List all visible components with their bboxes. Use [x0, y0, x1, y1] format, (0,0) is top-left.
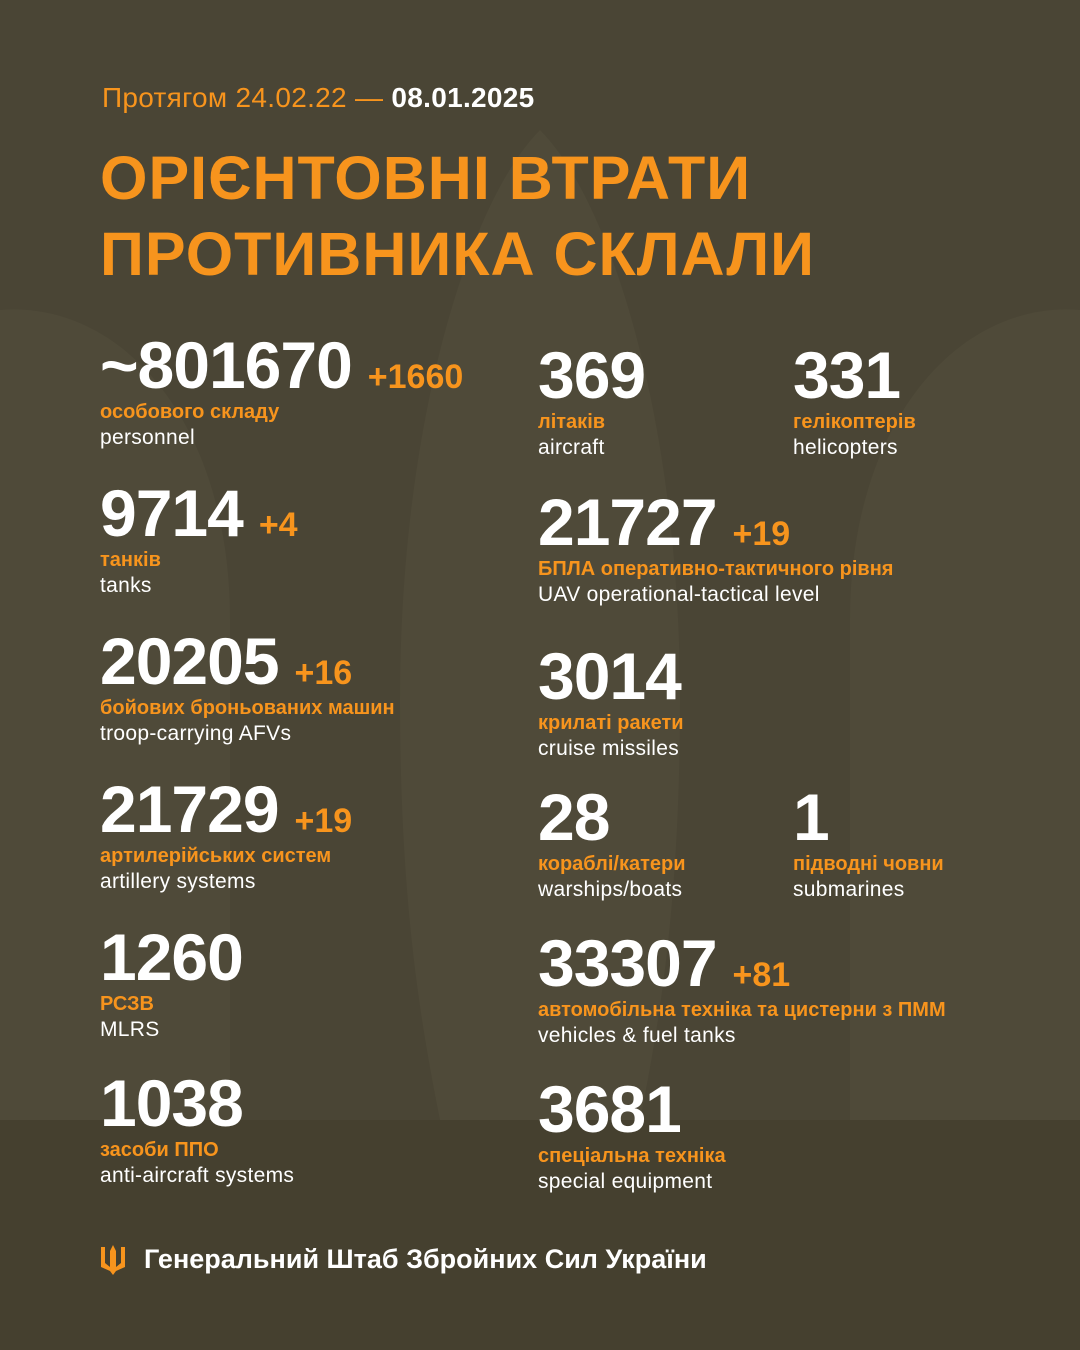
stat-value-row: 1260	[100, 922, 259, 992]
stat-delta: +19	[294, 802, 353, 840]
period: Протягом 24.02.22 — 08.01.2025	[102, 82, 535, 113]
stat-label-en: submarines	[793, 878, 905, 901]
stat-value-row: 331	[793, 340, 916, 410]
stat-warships: 28 кораблі/катери warships/boats	[538, 782, 686, 902]
stat-label-uk: танків	[100, 549, 161, 571]
stat-value: 33307	[538, 926, 718, 1000]
footer-text: Генеральний Штаб Збройних Сил України	[144, 1244, 707, 1274]
stat-artillery: 21729 +19 артилерійських систем artiller…	[100, 774, 352, 894]
stat-label-uk: кораблі/катери	[538, 853, 686, 875]
stat-value-row: 21727 +19	[538, 487, 893, 557]
title-line-2: ПРОТИВНИКА СКЛАЛИ	[100, 220, 815, 288]
stat-value-row: 1	[793, 782, 944, 852]
stat-mlrs: 1260 РСЗВ MLRS	[100, 922, 259, 1042]
stat-submarines: 1 підводні човни submarines	[793, 782, 944, 902]
stat-value: 1	[793, 780, 830, 854]
stat-value: 28	[538, 780, 610, 854]
stat-aircraft: 369 літаків aircraft	[538, 340, 661, 460]
stat-label-uk: крилаті ракети	[538, 712, 684, 734]
stat-label-en: anti-aircraft systems	[100, 1164, 295, 1187]
stat-value: 369	[538, 338, 646, 412]
stat-value: ~801670	[100, 328, 353, 402]
stat-label-en: troop-carrying AFVs	[100, 722, 292, 745]
stat-value-row: ~801670 +1660	[100, 330, 463, 400]
stat-label-en: personnel	[100, 426, 195, 449]
stat-delta: +81	[732, 956, 791, 994]
stat-value: 20205	[100, 624, 280, 698]
stat-label-en: UAV operational-tactical level	[538, 583, 820, 606]
stat-value-row: 20205 +16	[100, 626, 395, 696]
stat-special-equipment: 3681 спеціальна техніка special equipmen…	[538, 1074, 726, 1194]
stat-label-en: helicopters	[793, 436, 898, 459]
stat-value-row: 1038	[100, 1068, 294, 1138]
footer: Генеральний Штаб Збройних Сил України	[100, 1244, 707, 1275]
stat-label-uk: підводні човни	[793, 853, 944, 875]
stat-cruise-missiles: 3014 крилаті ракети cruise missiles	[538, 641, 697, 761]
stat-helicopters: 331 гелікоптерів helicopters	[793, 340, 916, 460]
stat-label-en: tanks	[100, 574, 152, 597]
title-line-1: ОРІЄНТОВНІ ВТРАТИ	[100, 144, 752, 212]
stat-label-en: aircraft	[538, 436, 605, 459]
stat-value: 1038	[100, 1066, 244, 1140]
stat-value: 21727	[538, 485, 718, 559]
stat-value-row: 21729 +19	[100, 774, 352, 844]
stat-label-uk: РСЗВ	[100, 993, 154, 1015]
stat-vehicles: 33307 +81 автомобільна техніка та цистер…	[538, 928, 946, 1048]
stat-label-uk: спеціальна техніка	[538, 1145, 726, 1167]
stat-personnel: ~801670 +1660 особового складу personnel	[100, 330, 463, 450]
stat-delta: +19	[732, 515, 791, 553]
page-title: ОРІЄНТОВНІ ВТРАТИ ПРОТИВНИКА СКЛАЛИ	[100, 140, 815, 292]
stat-tanks: 9714 +4 танків tanks	[100, 478, 298, 598]
stat-label-uk: бойових броньованих машин	[100, 697, 395, 719]
stat-value: 331	[793, 338, 901, 412]
stat-label-uk: БПЛА оперативно-тактичного рівня	[538, 558, 894, 580]
stat-label-en: vehicles & fuel tanks	[538, 1024, 736, 1047]
stat-value-row: 369	[538, 340, 661, 410]
stat-value: 9714	[100, 476, 244, 550]
stat-label-en: MLRS	[100, 1018, 160, 1041]
stat-uav: 21727 +19 БПЛА оперативно-тактичного рів…	[538, 487, 893, 607]
stat-value-row: 33307 +81	[538, 928, 946, 998]
stat-air-defense: 1038 засоби ППО anti-aircraft systems	[100, 1068, 294, 1188]
stat-value: 1260	[100, 920, 244, 994]
stat-label-uk: автомобільна техніка та цистерни з ПММ	[538, 999, 946, 1021]
stat-delta: +16	[294, 654, 353, 692]
stat-value-row: 9714 +4	[100, 478, 298, 548]
stat-delta: +1660	[367, 358, 464, 396]
stat-afv: 20205 +16 бойових броньованих машин troo…	[100, 626, 395, 746]
stat-label-uk: літаків	[538, 411, 606, 433]
stat-value: 21729	[100, 772, 280, 846]
stat-label-uk: артилерійських систем	[100, 845, 332, 867]
stat-value-row: 3681	[538, 1074, 726, 1144]
stat-delta: +4	[258, 506, 298, 544]
stat-label-en: cruise missiles	[538, 737, 680, 760]
stat-value-row: 3014	[538, 641, 697, 711]
stat-label-en: special equipment	[538, 1170, 713, 1193]
stat-value-row: 28	[538, 782, 686, 852]
stat-value: 3014	[538, 639, 682, 713]
stat-label-uk: гелікоптерів	[793, 411, 916, 433]
stat-label-uk: засоби ППО	[100, 1139, 219, 1161]
stat-label-uk: особового складу	[100, 401, 280, 423]
stat-label-en: artillery systems	[100, 870, 256, 893]
trident-icon	[101, 1244, 125, 1275]
stat-label-en: warships/boats	[538, 878, 683, 901]
stat-value: 3681	[538, 1072, 682, 1146]
